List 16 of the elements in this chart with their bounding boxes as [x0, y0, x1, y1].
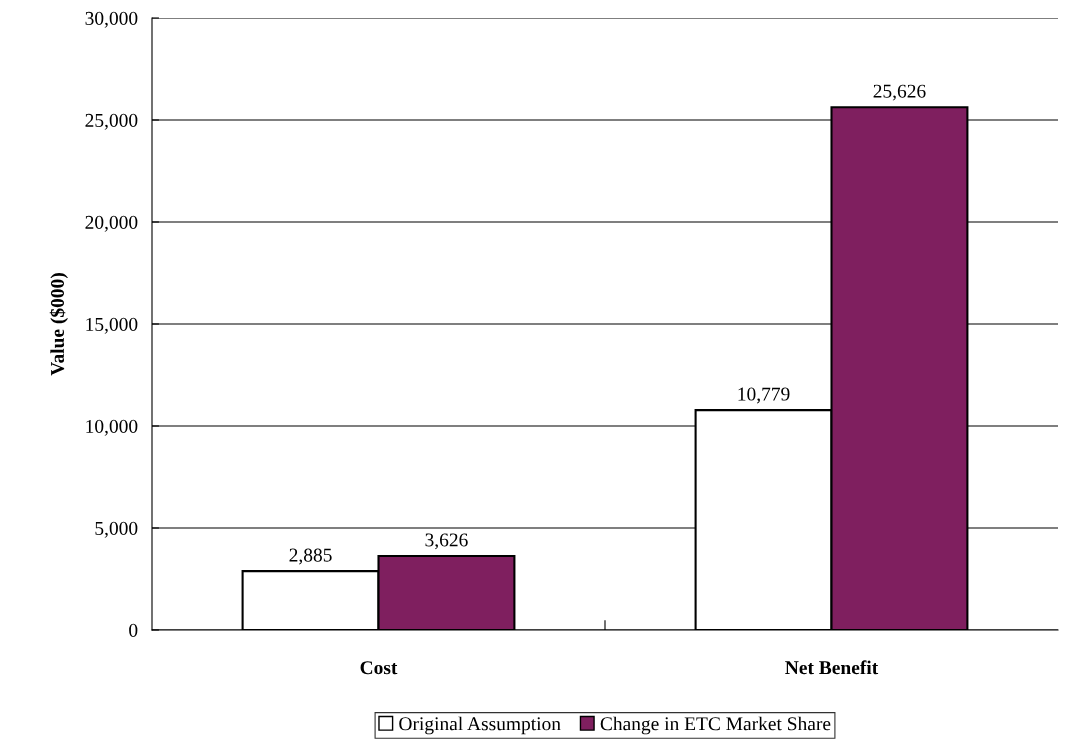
y-tick-label: 30,000 [85, 11, 138, 28]
y-axis-title: Value ($000) [49, 273, 68, 376]
y-tick-label: 5,000 [95, 521, 138, 538]
legend-label: Original Assumption [399, 716, 561, 735]
y-tick-label: 0 [129, 623, 138, 637]
legend-label: Change in ETC Market Share [600, 716, 831, 735]
data-label: 10,779 [738, 387, 790, 404]
y-tick-label: 10,000 [86, 419, 138, 436]
data-label: 2,885 [289, 548, 332, 565]
y-tick-label: 25,000 [85, 113, 138, 130]
x-tick-label: Cost [360, 661, 398, 675]
y-tick-label: 15,000 [86, 317, 138, 334]
data-label: 25,626 [873, 84, 926, 101]
x-tick-label: Net Benefit [785, 660, 879, 675]
data-label: 3,626 [425, 533, 468, 550]
y-tick-label: 20,000 [85, 215, 138, 232]
